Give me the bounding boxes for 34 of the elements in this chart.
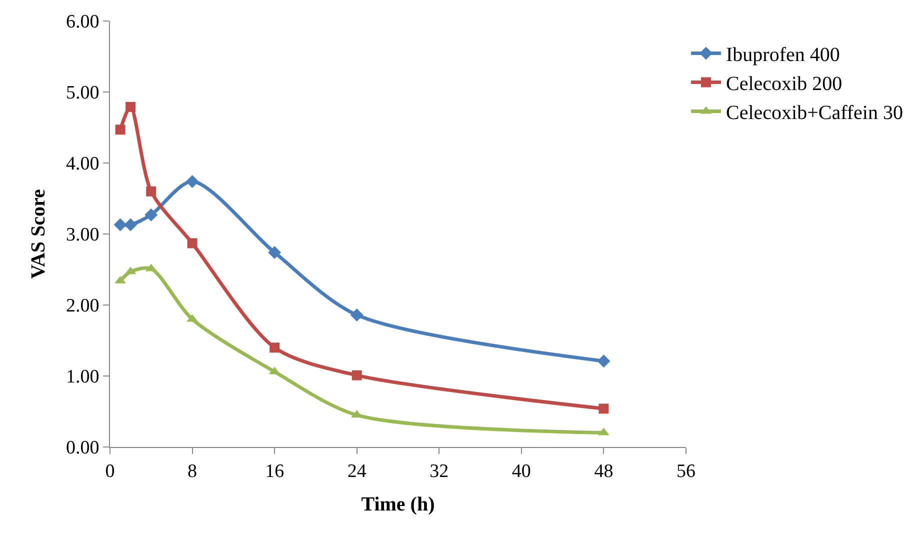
point — [114, 218, 127, 232]
y-tick-label: 6.00 — [66, 12, 100, 33]
point — [268, 246, 282, 259]
point — [597, 354, 610, 368]
y-tick-label: 1.00 — [66, 366, 100, 388]
point — [270, 342, 280, 353]
point — [124, 218, 138, 232]
y-axis-title: VAS Score — [27, 188, 50, 279]
point — [144, 208, 158, 222]
y-tick-label: 3.00 — [66, 224, 100, 246]
x-tick-label: 48 — [594, 460, 614, 482]
y-tick-label: 2.00 — [66, 296, 100, 317]
y-tick-label: 0.00 — [66, 438, 100, 459]
point — [352, 370, 362, 380]
point — [115, 124, 126, 135]
point — [350, 308, 364, 322]
point — [187, 238, 198, 248]
legend-label: Ibuprofen 400 — [726, 44, 840, 66]
legend-label: Celecoxib+Caffein 30 — [726, 102, 903, 124]
point — [186, 174, 199, 188]
x-tick-label: 0 — [105, 460, 115, 482]
point — [126, 102, 136, 112]
x-tick-label: 16 — [265, 460, 284, 482]
y-tick-label: 5.00 — [66, 82, 100, 104]
x-tick-label: 40 — [512, 460, 531, 482]
x-tick-label: 8 — [188, 460, 198, 482]
x-axis-title: Time (h) — [361, 493, 435, 516]
x-tick-label: 56 — [676, 460, 696, 482]
legend-label: Celecoxib 200 — [726, 73, 842, 96]
x-tick-label: 24 — [347, 460, 367, 482]
y-tick-label: 4.00 — [66, 154, 100, 175]
x-tick-label: 32 — [430, 460, 449, 482]
point — [146, 186, 156, 196]
point — [598, 404, 609, 414]
